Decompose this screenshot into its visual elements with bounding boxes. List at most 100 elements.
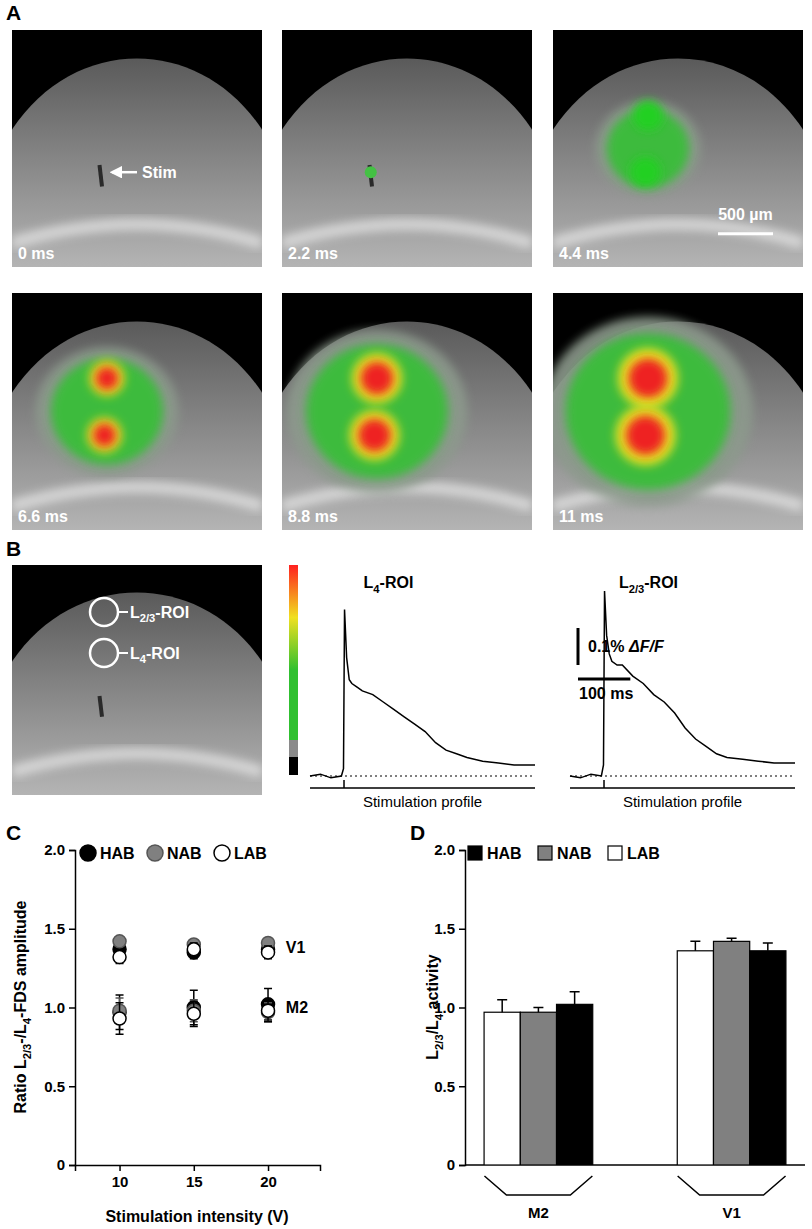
- activity-peak: [361, 362, 394, 395]
- frame-time: 2.2 ms: [288, 245, 338, 262]
- text-part: 0.1%: [588, 638, 629, 655]
- roi-label: L4-ROI: [130, 645, 180, 666]
- panel-label: B: [6, 537, 21, 560]
- error-bar: [533, 1008, 543, 1013]
- color-bar: [289, 565, 298, 740]
- bar: [484, 1012, 520, 1165]
- text-part: /L: [424, 1020, 441, 1034]
- tick-mark: [119, 1165, 121, 1171]
- text-part: -ROI: [644, 574, 678, 591]
- electrode: [100, 696, 103, 717]
- legend-marker: [538, 846, 552, 860]
- image-frame: [12, 30, 262, 267]
- tick-label: 20: [260, 1173, 277, 1190]
- stimulus-label: Stimulation profile: [363, 793, 482, 810]
- image-background: [282, 293, 532, 530]
- text-part: 2/3: [21, 1044, 33, 1060]
- text-part: -ROI: [146, 645, 180, 662]
- activity: [365, 166, 377, 178]
- trace: [310, 610, 535, 778]
- tick-mark: [459, 850, 465, 852]
- tick: 2.0: [44, 841, 75, 858]
- tissue: [553, 58, 803, 267]
- axis-line: [459, 851, 466, 1166]
- tick-label: 0: [57, 1156, 65, 1173]
- tissue: [12, 58, 262, 267]
- color-bar: [289, 757, 298, 775]
- tissue: [12, 321, 262, 530]
- legend-label: HAB: [487, 845, 522, 862]
- tick-label: 1.5: [44, 920, 65, 937]
- image-frame: [12, 565, 262, 795]
- roi-circle: [90, 639, 118, 667]
- image-background: [12, 30, 262, 267]
- scale-bar: [718, 232, 773, 235]
- activity-peak: [358, 419, 391, 452]
- tick-mark: [69, 1007, 75, 1009]
- plot-area: [484, 938, 786, 1165]
- tick-label: M2: [528, 1204, 549, 1221]
- tick-mark: [459, 929, 465, 931]
- activity: [306, 344, 448, 479]
- tick-label: 10: [112, 1173, 129, 1190]
- activity-peak: [90, 361, 125, 396]
- figure: ABCD0 msStim2.2 ms4.4 ms500 µm6.6 ms8.8 …: [0, 0, 812, 1229]
- error-bar: [570, 992, 580, 1005]
- activity-peak: [87, 418, 122, 453]
- x-axis-title: Stimulation intensity (V): [105, 1208, 288, 1225]
- text-part: L: [364, 574, 374, 591]
- panel-label: C: [6, 821, 21, 844]
- baseline: [570, 776, 795, 777]
- point: [113, 951, 126, 964]
- frame-time: 11 ms: [559, 508, 604, 525]
- y-axis-title: Ratio L2/3-/L4-FDS amplitude: [12, 900, 33, 1113]
- activity-peak: [350, 410, 400, 460]
- trace-title: L4-ROI: [364, 574, 414, 595]
- legend-label: LAB: [234, 845, 267, 862]
- tick: 0: [57, 1156, 75, 1173]
- tick: 0: [447, 1156, 465, 1173]
- text-part: -FDS amplitude: [12, 900, 29, 1017]
- tick-label: 1.5: [434, 920, 455, 937]
- activity-peak: [631, 157, 661, 187]
- legend-marker: [147, 845, 163, 861]
- tick-mark: [268, 1165, 270, 1171]
- image-frame: [553, 30, 803, 267]
- text-part: Ratio L: [12, 1059, 29, 1113]
- activity-peak: [616, 405, 676, 465]
- tick: 1.0: [44, 999, 75, 1016]
- frame-time: 8.8 ms: [288, 508, 338, 525]
- panel-label: A: [6, 1, 21, 24]
- activity-peak: [618, 348, 678, 408]
- image-frame: [12, 293, 262, 530]
- panel-label: D: [410, 821, 425, 844]
- tick: M2: [528, 1204, 549, 1221]
- tick: 15: [186, 1165, 203, 1190]
- tick: 2.0: [434, 841, 465, 858]
- image-frame: [553, 293, 803, 530]
- text-part: -ROI: [155, 604, 189, 621]
- group-bracket: [678, 1176, 786, 1195]
- legend-marker: [608, 846, 622, 860]
- legend-label: HAB: [100, 845, 135, 862]
- error-bar: [727, 938, 737, 941]
- tick-label: 2.0: [44, 841, 65, 858]
- stim-label: Stim: [142, 164, 177, 181]
- white-matter: [12, 487, 262, 506]
- scale-bar-label: 100 ms: [579, 685, 633, 702]
- point: [113, 1012, 126, 1025]
- tissue: [282, 321, 532, 530]
- image-frame: [282, 30, 532, 267]
- text-part: L: [130, 604, 140, 621]
- annotation: V1: [286, 939, 306, 956]
- tick-mark: [459, 1165, 465, 1167]
- stimulus-profile: [570, 780, 795, 788]
- frame-time: 4.4 ms: [559, 245, 609, 262]
- legend-label: NAB: [167, 845, 202, 862]
- legend-marker: [468, 846, 482, 860]
- point: [262, 946, 275, 959]
- text-part: L: [424, 1050, 441, 1060]
- activity-peak: [96, 367, 119, 390]
- bar: [750, 951, 786, 1165]
- point: [187, 943, 200, 956]
